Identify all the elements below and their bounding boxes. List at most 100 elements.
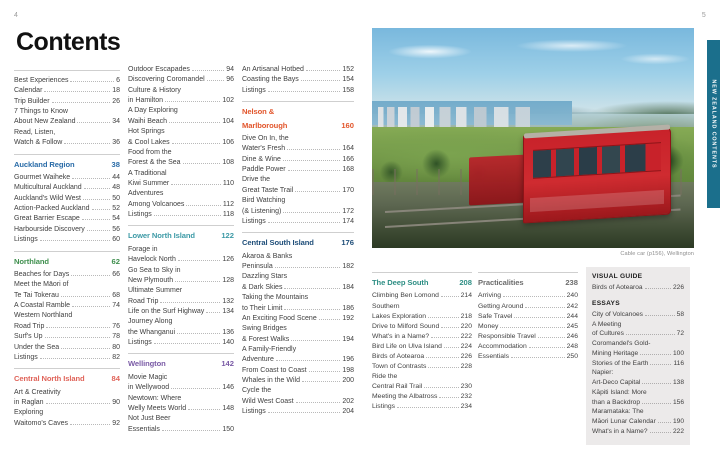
- toc-entry[interactable]: Listings 174: [242, 217, 354, 227]
- toc-entry[interactable]: From Coast to Coast 198: [242, 366, 354, 376]
- toc-entry[interactable]: Arriving 240: [478, 291, 578, 301]
- toc-entry[interactable]: An Exciting Food Scene 192: [242, 314, 354, 324]
- toc-entry[interactable]: Dine & Wine 166: [242, 155, 354, 165]
- toc-entry[interactable]: Listings 60: [14, 235, 120, 245]
- toc-entry[interactable]: Culture & History in Hamilton 102: [128, 86, 234, 107]
- toc-entry[interactable]: An Artisanal Hotbed 152: [242, 65, 354, 75]
- toc-entry[interactable]: Paddle Power 168: [242, 165, 354, 175]
- toc-entry[interactable]: Ride the Central Rail Trail 230: [372, 372, 472, 392]
- toc-entry[interactable]: 7 Things to Know About New Zealand 34: [14, 107, 120, 128]
- toc-entry[interactable]: Beaches for Days 66: [14, 270, 120, 280]
- toc-entry[interactable]: Listings 82: [14, 353, 120, 363]
- toc-entry[interactable]: Akaroa & Banks Peninsula 182: [242, 252, 354, 273]
- toc-entry[interactable]: Journey Along the Whanganui 136: [128, 317, 234, 338]
- section-header-auckland-region[interactable]: Auckland Region 38: [14, 160, 120, 169]
- toc-entry[interactable]: Maramataka: The Māori Lunar Calendar 190: [592, 407, 684, 427]
- section-header-northland[interactable]: Northland 62: [14, 257, 120, 266]
- toc-entry[interactable]: Drive the Great Taste Trail 170: [242, 175, 354, 196]
- section-header-practicalities[interactable]: Practicalities 238: [478, 278, 578, 287]
- toc-entry[interactable]: Accommodation 248: [478, 342, 578, 352]
- toc-entry[interactable]: Listings 234: [372, 402, 472, 412]
- toc-entry[interactable]: Trip Builder 26: [14, 97, 120, 107]
- toc-entry[interactable]: Swing Bridges & Forest Walks 194: [242, 324, 354, 345]
- toc-entry[interactable]: Cycle the Wild West Coast 202: [242, 386, 354, 407]
- toc-entry[interactable]: Auckland's Wild West 50: [14, 194, 120, 204]
- toc-entry[interactable]: Great Barrier Escape 54: [14, 214, 120, 224]
- toc-entry[interactable]: Town of Contrasts 228: [372, 362, 472, 372]
- toc-entry[interactable]: Getting Around 242: [478, 302, 578, 312]
- section-header-lower-north-island[interactable]: Lower North Island 122: [128, 231, 234, 240]
- toc-entry[interactable]: Western Northland Road Trip 76: [14, 311, 120, 332]
- toc-entry[interactable]: Essentials 250: [478, 352, 578, 362]
- toc-entry[interactable]: Napier: Art-Deco Capital 138: [592, 368, 684, 388]
- toc-entry[interactable]: Listings 118: [128, 210, 234, 220]
- section-header-central-south-island[interactable]: Central South Island 176: [242, 238, 354, 247]
- toc-entry[interactable]: Under the Sea 80: [14, 343, 120, 353]
- toc-entry[interactable]: Exploring Waitomo's Caves 92: [14, 408, 120, 429]
- toc-entry[interactable]: Surf's Up 78: [14, 332, 120, 342]
- side-tab-new-zealand-contents[interactable]: NEW ZEALAND CONTENTS: [707, 40, 720, 208]
- toc-entry[interactable]: Southern Lakes Exploration 218: [372, 302, 472, 322]
- toc-entry[interactable]: Bird Life on Ulva Island 224: [372, 342, 472, 352]
- toc-entry[interactable]: Bird Watching (& Listening) 172: [242, 196, 354, 217]
- toc-entry-line: Havelock North 126: [128, 255, 234, 265]
- toc-entry[interactable]: Listings 158: [242, 86, 354, 96]
- toc-entry[interactable]: Dive On In, the Water's Fresh 164: [242, 134, 354, 155]
- section-header-deep-south[interactable]: The Deep South 208: [372, 278, 472, 287]
- toc-entry[interactable]: Art & Creativity in Raglan 90: [14, 388, 120, 409]
- toc-entry[interactable]: Meet the Māori of Te Tai Tokerau 68: [14, 280, 120, 301]
- toc-entry[interactable]: Coromandel's Gold- Mining Heritage 100: [592, 339, 684, 359]
- toc-entry-text: Harbourside Discovery: [14, 225, 85, 233]
- section-header-wellington[interactable]: Wellington 142: [128, 359, 234, 368]
- toc-entry-line: Listings 174: [242, 217, 354, 227]
- toc-entry[interactable]: Taking the Mountains to Their Limit 186: [242, 293, 354, 314]
- toc-entry[interactable]: Safe Travel 244: [478, 312, 578, 322]
- section-header-central-north-island[interactable]: Central North Island 84: [14, 374, 120, 383]
- toc-entry[interactable]: Newtown: Where Welly Meets World 148: [128, 394, 234, 415]
- toc-entry[interactable]: City of Volcanoes 58: [592, 310, 684, 320]
- toc-entry[interactable]: A Day Exploring Waihi Beach 104: [128, 106, 234, 127]
- toc-entry[interactable]: Outdoor Escapades 94: [128, 65, 234, 75]
- toc-entry[interactable]: Calendar 18: [14, 86, 120, 96]
- toc-entry-text-line1: Western Northland: [14, 312, 73, 320]
- toc-entry[interactable]: Gourmet Waiheke 44: [14, 173, 120, 183]
- toc-entry[interactable]: Forage in Havelock North 126: [128, 245, 234, 266]
- toc-entry[interactable]: Not Just Beer Essentials 150: [128, 414, 234, 435]
- toc-entry[interactable]: Read, Listen, Watch & Follow 36: [14, 128, 120, 149]
- toc-entry[interactable]: What's in a Name? 222: [372, 332, 472, 342]
- toc-entry[interactable]: A Coastal Ramble 74: [14, 301, 120, 311]
- toc-entry[interactable]: Birds of Aotearoa 226: [372, 352, 472, 362]
- section-header-nelson-marlborough[interactable]: Marlborough 160: [242, 121, 354, 130]
- toc-entry-line: About New Zealand 34: [14, 117, 120, 127]
- toc-entry[interactable]: Best Experiences 6: [14, 76, 120, 86]
- toc-entry[interactable]: A Family-Friendly Adventure 196: [242, 345, 354, 366]
- section-header-nelson-marlborough[interactable]: Nelson &: [242, 107, 354, 116]
- toc-entry[interactable]: Food from the Forest & the Sea 108: [128, 148, 234, 169]
- toc-entry[interactable]: What's in a Name? 222: [592, 427, 684, 437]
- toc-entry[interactable]: Money 245: [478, 322, 578, 332]
- toc-entry[interactable]: Life on the Surf Highway 134: [128, 307, 234, 317]
- toc-entry[interactable]: Responsible Travel 246: [478, 332, 578, 342]
- toc-entry[interactable]: Ultimate Summer Road Trip 132: [128, 286, 234, 307]
- toc-entry[interactable]: Harbourside Discovery 56: [14, 225, 120, 235]
- toc-entry[interactable]: A Traditional Kiwi Summer 110: [128, 169, 234, 190]
- toc-entry[interactable]: Discovering Coromandel 96: [128, 75, 234, 85]
- toc-entry[interactable]: Action-Packed Auckland 52: [14, 204, 120, 214]
- toc-entry[interactable]: Dazzling Stars & Dark Skies 184: [242, 272, 354, 293]
- toc-entry[interactable]: Drive to Milford Sound 220: [372, 322, 472, 332]
- toc-entry[interactable]: Kāpiti Island: More than a Backdrop 156: [592, 388, 684, 408]
- toc-entry[interactable]: Movie Magic in Wellywood 146: [128, 373, 234, 394]
- toc-entry[interactable]: Go Sea to Sky in New Plymouth 128: [128, 266, 234, 287]
- toc-entry[interactable]: Coasting the Bays 154: [242, 75, 354, 85]
- toc-entry[interactable]: Listings 140: [128, 338, 234, 348]
- toc-entry[interactable]: Climbing Ben Lomond 214: [372, 291, 472, 301]
- toc-entry[interactable]: Adventures Among Volcanoes 112: [128, 189, 234, 210]
- toc-entry[interactable]: Birds of Aotearoa 226: [592, 283, 684, 293]
- toc-entry[interactable]: A Meeting of Cultures 72: [592, 320, 684, 340]
- toc-entry[interactable]: Stories of the Earth 116: [592, 359, 684, 369]
- toc-entry[interactable]: Whales in the Wild 200: [242, 376, 354, 386]
- toc-entry[interactable]: Hot Springs & Cool Lakes 106: [128, 127, 234, 148]
- toc-entry[interactable]: Listings 204: [242, 407, 354, 417]
- toc-entry[interactable]: Meeting the Albatross 232: [372, 392, 472, 402]
- toc-entry[interactable]: Multicultural Auckland 48: [14, 183, 120, 193]
